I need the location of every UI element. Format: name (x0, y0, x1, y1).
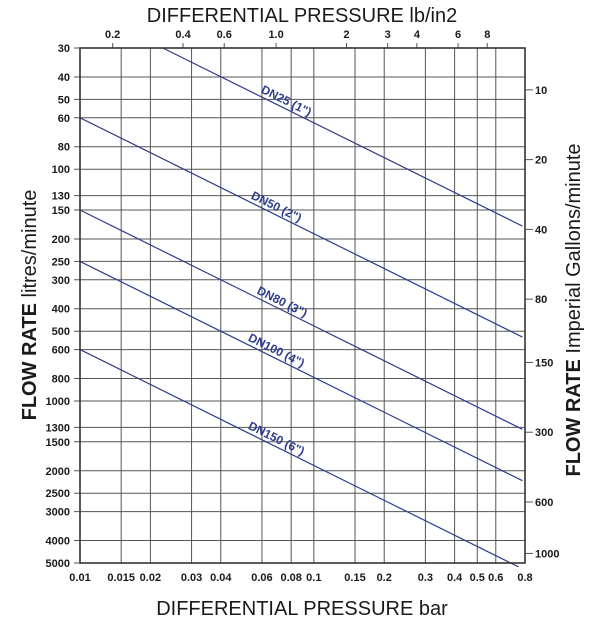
psi-tick-label: 0.4 (175, 29, 191, 41)
x-tick-label: 0.2 (377, 572, 392, 584)
series-label: DN150 (6") (246, 419, 307, 459)
gallons-tick-label: 10 (535, 85, 547, 97)
gallons-tick-label: 1000 (535, 548, 559, 560)
x-tick-label: 0.8 (517, 572, 532, 584)
grid (74, 43, 533, 564)
psi-tick-label: 0.2 (105, 29, 120, 41)
psi-tick-label: 4 (414, 29, 421, 41)
x-tick-label: 0.5 (470, 572, 485, 584)
series-line (162, 47, 523, 227)
y-tick-label: 60 (58, 113, 70, 125)
y-tick-label: 400 (52, 304, 70, 316)
y-tick-label: 40 (58, 72, 70, 84)
gallons-tick-label: 80 (535, 294, 547, 306)
psi-tick-label: 3 (385, 29, 391, 41)
x-tick-label: 0.01 (69, 572, 90, 584)
y-tick-label: 2000 (46, 466, 70, 478)
y-tick-label: 600 (52, 345, 70, 357)
psi-tick-label: 0.6 (217, 29, 232, 41)
y-tick-label: 2500 (46, 488, 70, 500)
gallons-tick-label: 300 (535, 427, 553, 439)
x-tick-label: 0.08 (280, 572, 301, 584)
x-tick-label: 0.06 (251, 572, 272, 584)
series-label: DN80 (3") (255, 283, 310, 320)
y-tick-label: 150 (52, 205, 70, 217)
left-axis-title-bold: FLOW RATE (19, 303, 41, 420)
left-axis-title-unit: litres/minute (19, 190, 41, 298)
gallons-tick-label: 20 (535, 155, 547, 167)
plot-frame (79, 47, 526, 564)
y-tick-label: 100 (52, 164, 70, 176)
y-tick-label: 130 (52, 191, 70, 203)
y-tick-label: 5000 (46, 558, 70, 570)
psi-tick-label: 8 (484, 29, 490, 41)
left-axis-title: FLOW RATE litres/minute (19, 190, 41, 421)
y-tick-label: 50 (58, 94, 70, 106)
x-tick-label: 0.015 (107, 572, 135, 584)
y-tick-label: 1300 (46, 422, 70, 434)
psi-tick-label: 2 (343, 29, 349, 41)
gallons-tick-label: 40 (535, 224, 547, 236)
y-tick-label: 800 (52, 374, 70, 386)
series-lines: DN25 (1") DN50 (2") DN80 (3") DN100 (4") DN1… (79, 47, 523, 568)
bottom-axis-title: DIFFERENTIAL PRESSURE bar (156, 598, 448, 620)
series-label: DN100 (4") (246, 331, 307, 371)
series-line (79, 117, 523, 338)
x-tick-label: 0.04 (210, 572, 232, 584)
right-axis-title: FLOW RATE Imperial Gallons/minute (563, 143, 585, 476)
y-tick-label: 1500 (46, 437, 70, 449)
series-label: DN50 (2") (249, 188, 304, 225)
x-tick-label: 0.03 (181, 572, 202, 584)
y-tick-label: 500 (52, 326, 70, 338)
series-label: DN25 (1") (259, 82, 314, 119)
x-tick-label: 0.4 (447, 572, 463, 584)
series-line (79, 260, 523, 482)
series-line (79, 209, 523, 430)
right-axis-title-bold: FLOW RATE (563, 359, 585, 476)
x-tick-label: 0.3 (418, 572, 433, 584)
x-tick-label: 0.6 (488, 572, 503, 584)
series-line (79, 349, 519, 568)
top-axis-title: DIFFERENTIAL PRESSURE lb/in2 (147, 5, 457, 27)
right-axis-title-unit: Imperial Gallons/minute (563, 143, 585, 353)
gallons-tick-label: 600 (535, 497, 553, 509)
gallons-tick-label: 150 (535, 357, 553, 369)
psi-tick-label: 1.0 (268, 29, 283, 41)
y-tick-label: 200 (52, 234, 70, 246)
y-tick-label: 30 (58, 43, 70, 55)
y-tick-label: 3000 (46, 507, 70, 519)
y-tick-label: 300 (52, 275, 70, 287)
psi-tick-label: 6 (455, 29, 461, 41)
x-tick-label: 0.1 (306, 572, 321, 584)
x-tick-label: 0.02 (140, 572, 161, 584)
y-tick-label: 1000 (46, 396, 70, 408)
tick-labels: 0.01 0.015 0.02 0.03 0.04 0.06 0.08 0.1 0.15 0.2 0… (46, 29, 560, 584)
y-tick-label: 4000 (46, 536, 70, 548)
y-tick-label: 250 (52, 256, 70, 268)
x-tick-label: 0.15 (344, 572, 365, 584)
y-tick-label: 80 (58, 142, 70, 154)
